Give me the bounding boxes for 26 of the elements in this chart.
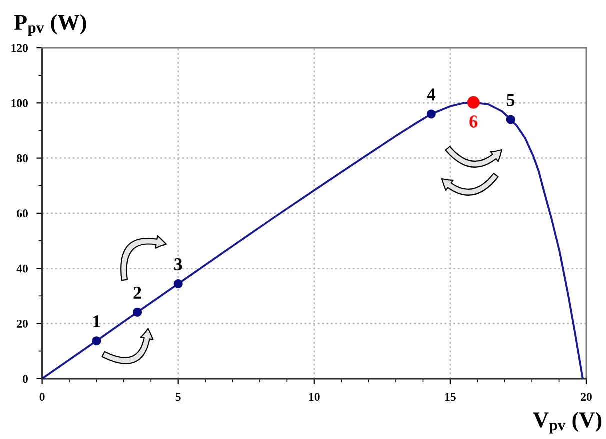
point [92,336,102,346]
y-tick-label: 40 [16,264,28,273]
y-tick-label: 20 [17,320,28,328]
y-tick-label: 80 [16,154,28,163]
point [506,115,516,124]
y-tick-label: 0 [22,375,28,384]
annotation: 1 [94,316,100,328]
point [133,308,142,317]
annotation: 5 [507,94,515,106]
y-axis-title: P$_{pv}$ (W) [14,14,86,36]
annotation: 6 [470,116,478,128]
y-tick-label: 100 [12,99,28,108]
x-tick-label: 0 [40,393,45,402]
x-tick-label: 10 [309,393,320,402]
point [426,110,436,119]
x-tick-label: 5 [176,393,181,402]
annotation: 3 [174,258,182,271]
y-tick-label: 60 [17,210,28,218]
annotation: 4 [427,88,436,101]
x-axis-title: V$_{pv}$ (V) [533,412,602,434]
point [174,280,183,289]
x-tick-label: 15 [445,393,456,402]
y-tick-label: 120 [12,44,28,52]
point [467,96,480,109]
x-tick-label: 20 [581,393,592,402]
annotation: 2 [134,286,142,299]
